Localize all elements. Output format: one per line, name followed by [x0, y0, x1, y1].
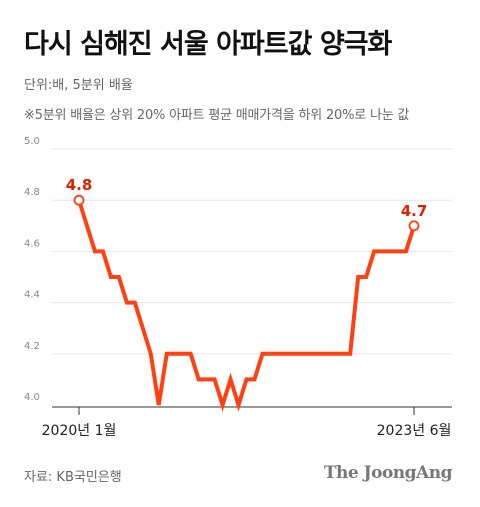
series-line	[77, 199, 416, 412]
line-chart: 4.0 4.2 4.4 4.6 4.8 5.0 4.8 4.7 2020년 1월 2023…	[24, 136, 452, 439]
x-start-label: 2020년 1월	[42, 423, 117, 439]
end-point-marker	[408, 220, 420, 232]
unit-label: 단위:배, 5분위 배율	[24, 78, 133, 93]
x-ticks	[78, 407, 415, 415]
y-tick-label: 4.6	[24, 238, 40, 249]
y-tick-label: 5.0	[24, 136, 40, 147]
source-label: 자료: KB국민은행	[24, 470, 122, 485]
end-value-label: 4.7	[401, 202, 428, 220]
grid-layer	[52, 148, 452, 355]
y-tick-label: 4.4	[24, 290, 40, 301]
y-tick-label: 4.2	[24, 341, 40, 352]
y-tick-label: 4.8	[24, 187, 40, 198]
footnote: ※5분위 배율은 상위 20% 아파트 평균 매매가격을 하위 20%로 나눈 …	[24, 108, 410, 123]
start-value-label: 4.8	[66, 176, 93, 194]
publisher-logo: The JoongAng	[323, 463, 453, 483]
page-title: 다시 심해진 서울 아파트값 양극화	[24, 29, 392, 60]
x-end-label: 2023년 6월	[377, 423, 452, 439]
y-tick-labels: 4.0 4.2 4.4 4.6 4.8 5.0	[24, 136, 40, 403]
start-point-marker	[73, 194, 85, 206]
y-tick-label: 4.0	[24, 392, 40, 403]
